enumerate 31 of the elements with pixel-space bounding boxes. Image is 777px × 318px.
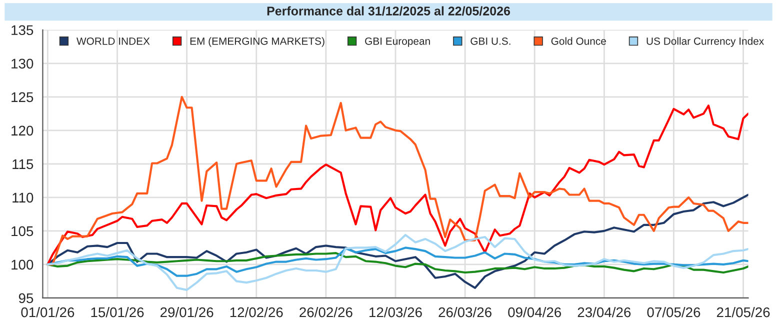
legend-label: EM (EMERGING MARKETS) [190, 37, 324, 47]
y-tick-label: 105 [12, 226, 34, 236]
y-tick-label: 95 [18, 293, 34, 304]
legend-label: Gold Ounce [551, 37, 606, 45]
line-series [46, 246, 748, 277]
y-tick-label: 125 [12, 92, 34, 102]
x-tick-label: 12/02/26 [230, 306, 283, 318]
x-tick-label: 21/05/26 [716, 306, 770, 318]
legend-label: GBI European [365, 37, 430, 47]
line-series [46, 234, 748, 291]
x-tick-label: 01/01/26 [21, 306, 74, 318]
line-series [46, 194, 748, 289]
y-tick-label: 100 [12, 260, 34, 270]
legend-label: US Dollar Currency Index [646, 37, 764, 47]
y-tick-label: 110 [12, 192, 34, 203]
x-tick-label: 15/01/26 [91, 306, 144, 318]
x-tick-label: 26/02/26 [300, 306, 352, 318]
line-series [46, 252, 748, 274]
y-tick-label: 135 [12, 25, 34, 36]
legend-label: GBI U.S. [470, 37, 510, 45]
y-tick-label: 130 [12, 58, 34, 69]
chart-title: Performance dal 31/12/2025 al 22/05/2026 [267, 6, 510, 16]
x-tick-label: 09/04/26 [508, 306, 562, 318]
x-tick-label: 07/05/26 [647, 306, 700, 318]
y-tick-label: 120 [12, 126, 34, 136]
x-tick-label: 29/01/26 [160, 306, 214, 318]
y-tick-label: 115 [12, 159, 34, 170]
x-tick-label: 12/03/26 [370, 306, 422, 318]
x-tick-label: 23/04/26 [578, 306, 631, 318]
x-tick-label: 26/03/26 [438, 306, 492, 318]
legend-label: WORLD INDEX [76, 37, 150, 45]
